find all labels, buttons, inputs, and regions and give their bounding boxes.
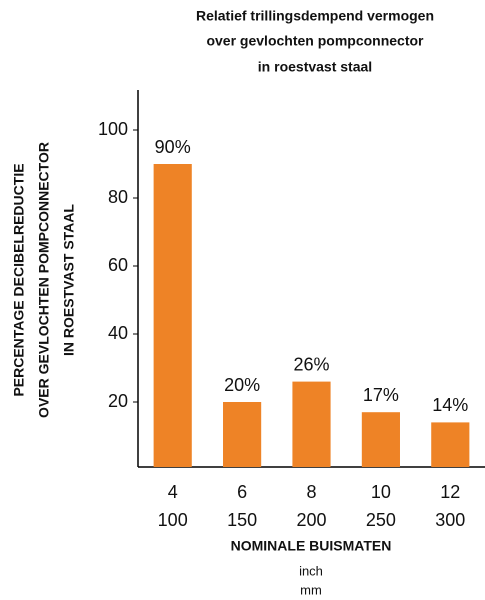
y-label-line: PERCENTAGE DECIBELREDUCTIE <box>11 163 27 396</box>
value-label: 20% <box>224 375 260 395</box>
bar <box>361 412 400 467</box>
bar <box>153 164 192 467</box>
value-label: 17% <box>363 385 399 405</box>
x-tick-label: 6 <box>237 482 247 502</box>
value-label: 90% <box>155 137 191 157</box>
x-unit: mm <box>300 582 322 597</box>
y-label-line: IN ROESTVAST STAAL <box>61 204 77 356</box>
y-tick-label: 20 <box>108 391 128 411</box>
x-tick-label: 100 <box>158 510 188 530</box>
x-tick-label: 200 <box>296 510 326 530</box>
x-axis-label: NOMINALE BUISMATEN <box>231 538 392 554</box>
bar <box>431 422 470 467</box>
y-axis-label: PERCENTAGE DECIBELREDUCTIE OVER GEVLOCHT… <box>11 142 77 418</box>
x-unit: inch <box>299 563 323 578</box>
x-tick-label: 300 <box>435 510 465 530</box>
chart-title: over gevlochten pompconnector <box>206 33 424 49</box>
x-tick-label: 12 <box>440 482 460 502</box>
x-tick-label: 8 <box>306 482 316 502</box>
y-tick-label: 80 <box>108 187 128 207</box>
y-tick-label: 60 <box>108 255 128 275</box>
bar <box>292 381 331 467</box>
chart-title: in roestvast staal <box>258 59 372 75</box>
y-tick-label: 40 <box>108 323 128 343</box>
bar <box>223 402 262 467</box>
y-tick-label: 100 <box>98 119 128 139</box>
chart-title: Relatief trillingsdempend vermogen <box>196 8 434 24</box>
x-tick-label: 4 <box>168 482 178 502</box>
x-tick-label: 250 <box>366 510 396 530</box>
x-tick-label: 150 <box>227 510 257 530</box>
y-label-line: OVER GEVLOCHTEN POMPCONNECTOR <box>36 142 52 418</box>
x-tick-label: 10 <box>371 482 391 502</box>
value-label: 26% <box>293 354 329 374</box>
value-label: 14% <box>432 395 468 415</box>
